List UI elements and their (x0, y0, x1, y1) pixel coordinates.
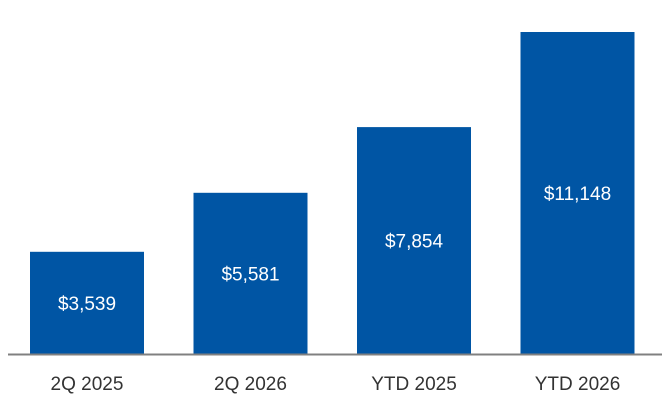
data-label-3: $11,148 (544, 184, 611, 205)
bar-2 (357, 127, 471, 354)
x-tick-labels-group: 2Q 2025 2Q 2026 YTD 2025 YTD 2026 (51, 374, 621, 395)
data-label-0: $3,539 (58, 294, 116, 315)
x-tick-label-1: 2Q 2026 (214, 374, 287, 395)
x-tick-label-2: YTD 2025 (371, 374, 457, 395)
bar-3 (520, 32, 635, 354)
data-labels-group: $3,539 $5,581 $7,854 $11,148 (58, 184, 611, 315)
x-tick-label-3: YTD 2026 (535, 374, 621, 395)
x-tick-label-0: 2Q 2025 (51, 374, 124, 395)
bar-0 (30, 251, 144, 354)
bar-1 (193, 192, 308, 354)
bars-group (30, 32, 635, 354)
data-label-1: $5,581 (221, 264, 279, 285)
data-label-2: $7,854 (385, 232, 444, 253)
